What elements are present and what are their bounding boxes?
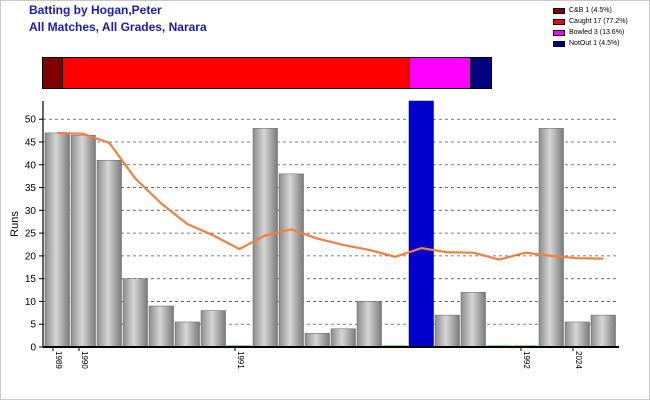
legend-label: Bowled 3 (13.6%)	[569, 29, 625, 36]
bar	[564, 321, 590, 348]
x-tick-label: 2024	[574, 351, 583, 369]
average-line-path	[57, 131, 604, 261]
axis-labels: 0 5 10 15 20 25 30 35 40 45 50 1989 1990 1991 1992 2024…	[9, 115, 583, 370]
legend-item: NotOut 1 (4.5%)	[553, 38, 628, 49]
bar	[200, 310, 226, 348]
legend-label: C&B 1 (4.5%)	[569, 7, 612, 14]
bar	[148, 305, 174, 348]
bar-not-out	[408, 100, 434, 348]
bars	[44, 100, 616, 348]
dismissal-segment-caught	[63, 58, 410, 88]
bar	[460, 292, 486, 348]
bar	[330, 328, 356, 348]
bar	[174, 321, 200, 348]
bar	[252, 128, 278, 348]
dismissal-segment-bowled	[409, 58, 471, 88]
y-axis-label: Runs	[9, 211, 21, 237]
legend-swatch	[553, 7, 565, 14]
y-tick-label: 15	[25, 274, 37, 285]
x-tick-label: 1989	[54, 351, 63, 369]
bar	[356, 301, 382, 348]
legend-swatch	[553, 40, 565, 47]
chart-title: Batting by Hogan,Peter	[29, 3, 162, 17]
bar	[304, 333, 330, 348]
legend: C&B 1 (4.5%) Caught 17 (77.2%) Bowled 3 (1…	[553, 5, 628, 49]
y-tick-label: 50	[25, 115, 37, 126]
y-tick-label: 35	[25, 183, 37, 194]
y-tick-label: 10	[25, 297, 37, 308]
axes	[39, 101, 619, 351]
x-tick-label: 1992	[522, 351, 531, 369]
bar	[278, 173, 304, 348]
bar	[538, 128, 564, 348]
legend-label: Caught 17 (77.2%)	[569, 18, 628, 25]
bar	[70, 134, 96, 348]
y-tick-label: 5	[30, 320, 36, 331]
bar	[44, 132, 70, 348]
x-tick-label: 1991	[236, 351, 245, 369]
dismissal-breakdown-bar	[42, 57, 492, 89]
y-tick-label: 0	[30, 343, 36, 354]
bar	[434, 314, 460, 348]
chart-subtitle: All Matches, All Grades, Narara	[29, 20, 207, 34]
dismissal-segment-notout	[470, 58, 491, 88]
y-tick-label: 20	[25, 251, 37, 262]
average-line	[57, 131, 604, 261]
legend-item: Bowled 3 (13.6%)	[553, 27, 628, 38]
y-tick-label: 45	[25, 138, 37, 149]
bar	[96, 159, 122, 348]
y-tick-label: 40	[25, 160, 37, 171]
bar	[122, 278, 148, 348]
dismissal-segment-c-b	[43, 58, 64, 88]
x-tick-label: 1990	[80, 351, 89, 369]
legend-swatch	[553, 29, 565, 36]
legend-item: Caught 17 (77.2%)	[553, 16, 628, 27]
bar	[590, 314, 616, 348]
legend-label: NotOut 1 (4.5%)	[569, 40, 620, 47]
legend-item: C&B 1 (4.5%)	[553, 5, 628, 16]
y-tick-label: 30	[25, 206, 37, 217]
y-tick-label: 25	[25, 229, 37, 240]
legend-swatch	[553, 18, 565, 25]
